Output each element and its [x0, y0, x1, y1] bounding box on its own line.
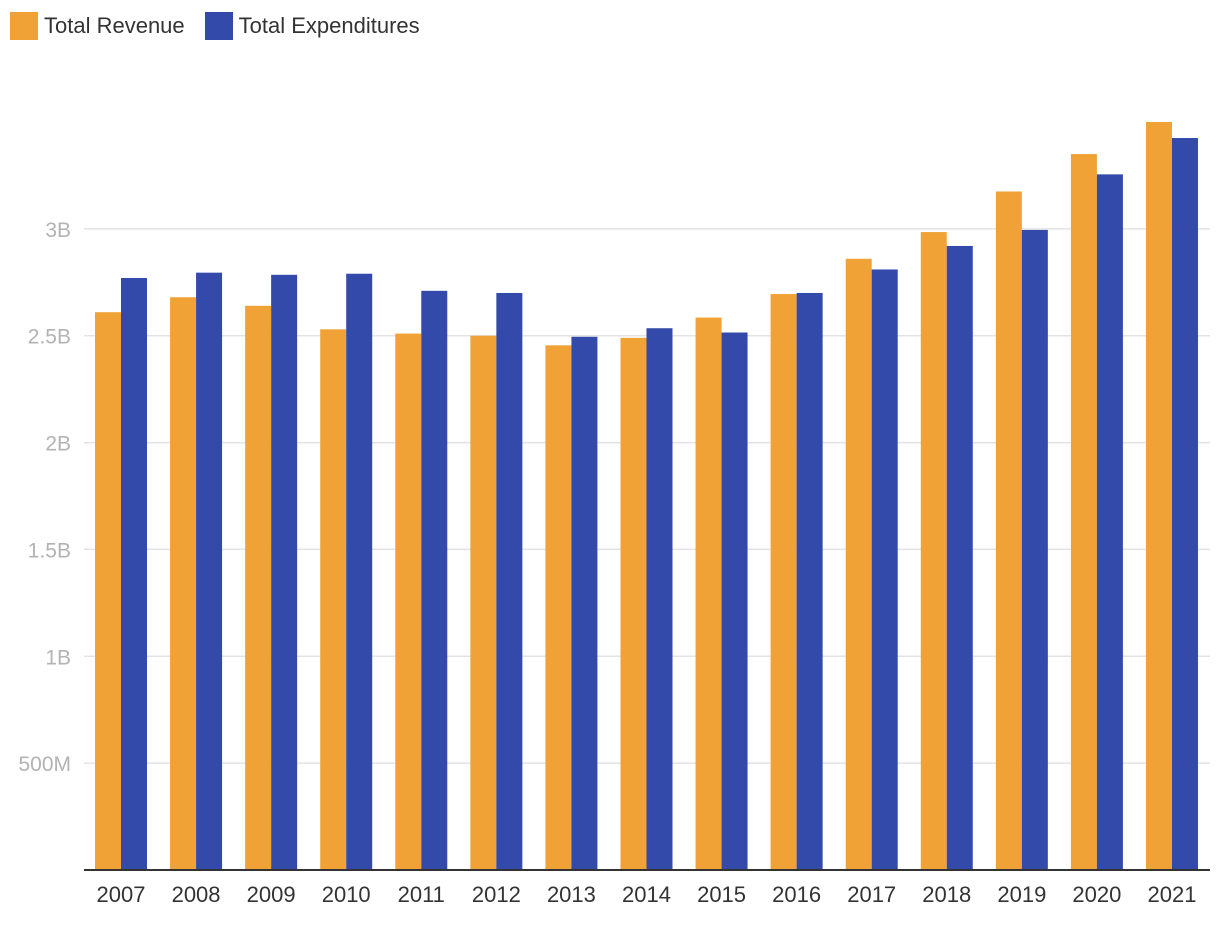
bar-total-expenditures-2008[interactable]	[196, 272, 223, 870]
bar-total-expenditures-2010[interactable]	[346, 273, 373, 870]
legend-label-total-revenue: Total Revenue	[44, 13, 185, 38]
x-tick-label: 2013	[547, 882, 596, 907]
x-tick-label: 2011	[398, 882, 445, 907]
legend-swatch-total-expenditures	[204, 12, 233, 40]
x-tick-label: 2007	[97, 882, 146, 907]
legend-label-total-expenditures: Total Expenditures	[238, 13, 420, 38]
y-tick-label: 1.5B	[28, 539, 71, 562]
bar-total-revenue-2021[interactable]	[1145, 122, 1172, 870]
bar-total-revenue-2015[interactable]	[695, 317, 722, 870]
x-tick-label: 2019	[997, 882, 1046, 907]
bar-total-revenue-2020[interactable]	[1070, 154, 1097, 871]
bar-total-revenue-2016[interactable]	[770, 294, 797, 870]
bar-total-revenue-2011[interactable]	[395, 333, 422, 870]
bar-total-expenditures-2011[interactable]	[421, 290, 448, 870]
bar-total-expenditures-2012[interactable]	[496, 292, 523, 870]
bar-total-revenue-2009[interactable]	[245, 305, 272, 870]
y-tick-label: 3B	[45, 219, 71, 242]
x-tick-label: 2016	[772, 882, 821, 907]
bar-total-expenditures-2019[interactable]	[1021, 229, 1048, 870]
bar-total-revenue-2013[interactable]	[545, 345, 572, 870]
y-tick-label: 2.5B	[28, 326, 71, 349]
bar-total-expenditures-2014[interactable]	[646, 328, 673, 871]
y-tick-label: 500M	[18, 753, 71, 776]
bar-total-revenue-2018[interactable]	[920, 232, 947, 870]
bar-total-expenditures-2013[interactable]	[571, 336, 598, 871]
y-tick-label: 2B	[45, 433, 71, 456]
legend-item-total-revenue[interactable]: Total Revenue	[10, 12, 185, 40]
bar-total-revenue-2019[interactable]	[995, 191, 1022, 870]
bars	[95, 122, 1198, 871]
bar-total-expenditures-2016[interactable]	[796, 292, 823, 870]
bar-total-revenue-2014[interactable]	[620, 337, 647, 870]
x-tick-label: 2008	[172, 882, 221, 907]
y-tick-label: 1B	[45, 646, 71, 669]
x-tick-label: 2015	[697, 882, 746, 907]
y-axis-tick-labels: 500M 1B 1.5B 2B 2.5B 3B	[18, 219, 71, 776]
bar-total-expenditures-2021[interactable]	[1171, 138, 1198, 870]
bar-total-revenue-2012[interactable]	[470, 335, 497, 870]
legend-item-total-expenditures[interactable]: Total Expenditures	[204, 12, 420, 40]
x-tick-label: 2020	[1072, 882, 1121, 907]
x-tick-label: 2018	[922, 882, 971, 907]
bar-total-expenditures-2015[interactable]	[721, 332, 748, 871]
bar-total-revenue-2007[interactable]	[95, 312, 121, 871]
legend-swatch-total-revenue	[10, 12, 38, 40]
bar-total-expenditures-2007[interactable]	[121, 278, 147, 870]
x-tick-label: 2021	[1148, 882, 1197, 907]
x-tick-label: 2010	[322, 882, 371, 907]
x-tick-label: 2012	[472, 882, 521, 907]
bar-total-expenditures-2018[interactable]	[946, 245, 973, 870]
bar-total-revenue-2017[interactable]	[845, 258, 872, 871]
x-tick-label: 2017	[847, 882, 896, 907]
bar-total-expenditures-2017[interactable]	[871, 269, 898, 870]
bar-total-revenue-2008[interactable]	[170, 297, 197, 870]
bar-total-expenditures-2020[interactable]	[1096, 174, 1123, 871]
chart-legend: Total Revenue Total Expenditures	[10, 10, 440, 42]
x-tick-label: 2009	[247, 882, 296, 907]
x-tick-label: 2014	[622, 882, 671, 907]
bar-total-expenditures-2009[interactable]	[271, 274, 298, 870]
bar-total-revenue-2010[interactable]	[320, 329, 347, 870]
x-axis-tick-labels: 2007 2008 2009 2010 2011 2012 2013 2014 2015 2016…	[97, 882, 1197, 907]
